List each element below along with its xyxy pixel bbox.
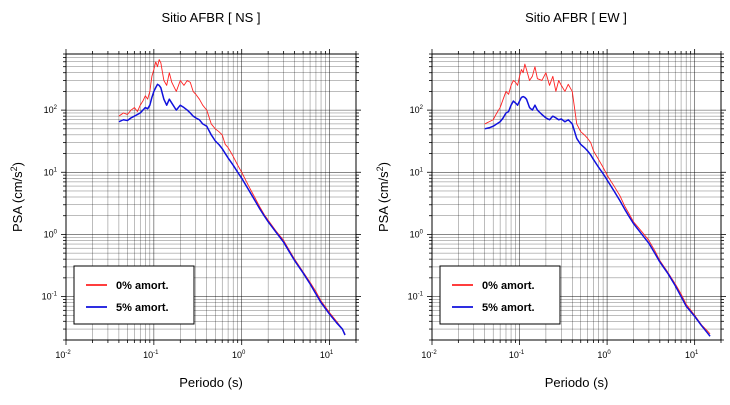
x-tick-label-base: 10 bbox=[143, 350, 153, 360]
x-axis-label: Periodo (s) bbox=[179, 375, 243, 390]
ticks bbox=[427, 49, 726, 345]
y-tick-label: 10-1 bbox=[42, 292, 58, 302]
chart-panel: Sitio AFBR [ NS ]10-2 10-1 100 10110-110010… bbox=[9, 10, 361, 390]
y-tick-label-exp: 0 bbox=[420, 229, 424, 235]
y-axis-label-exp: 2 bbox=[9, 166, 19, 171]
x-tick-label: 100 bbox=[597, 350, 611, 360]
y-tick-label-base: 10 bbox=[44, 167, 54, 177]
legend-label: 0% amort. bbox=[116, 280, 169, 292]
grid bbox=[431, 53, 722, 341]
y-axis-label-text: PSA (cm/s bbox=[376, 171, 391, 232]
y-tick-label-base: 10 bbox=[410, 167, 420, 177]
legend-box bbox=[73, 265, 195, 325]
ticks bbox=[61, 49, 361, 345]
x-tick-label-base: 10 bbox=[597, 350, 607, 360]
x-tick-label-exp: 0 bbox=[607, 350, 611, 356]
x-tick-label-exp: -2 bbox=[431, 350, 437, 356]
series-line-0pct bbox=[118, 59, 346, 335]
y-tick-label-base: 10 bbox=[408, 292, 418, 302]
x-tick-label-exp: -2 bbox=[65, 350, 71, 356]
y-tick-label-exp: -1 bbox=[418, 292, 424, 298]
y-tick-label-base: 10 bbox=[42, 292, 52, 302]
x-tick-label-exp: -1 bbox=[519, 350, 525, 356]
y-axis-label-exp: 2 bbox=[375, 166, 385, 171]
legend-label: 5% amort. bbox=[482, 302, 535, 314]
y-tick-label-exp: -1 bbox=[52, 292, 58, 298]
x-tick-label-exp: 1 bbox=[695, 350, 699, 356]
y-tick-label-exp: 1 bbox=[420, 167, 424, 173]
chart-title: Sitio AFBR [ NS ] bbox=[162, 10, 261, 25]
x-tick-label: 101 bbox=[320, 350, 334, 360]
series-line-0pct bbox=[484, 63, 711, 335]
y-tick-label: 100 bbox=[44, 229, 58, 239]
y-axis-label: PSA (cm/s2) bbox=[9, 162, 25, 232]
y-tick-label-base: 10 bbox=[410, 229, 420, 239]
series-line-5pct bbox=[118, 83, 346, 336]
series-line-5pct bbox=[484, 95, 711, 337]
x-tick-label-base: 10 bbox=[421, 350, 431, 360]
y-axis-label-text: PSA (cm/s bbox=[10, 171, 25, 232]
x-tick-label-base: 10 bbox=[320, 350, 330, 360]
y-tick-label-base: 10 bbox=[410, 105, 420, 115]
legend: 0% amort. 5% amort. bbox=[73, 265, 195, 325]
x-tick-label: 101 bbox=[685, 350, 699, 360]
y-tick-label-base: 10 bbox=[44, 229, 54, 239]
y-axis-label-end: ) bbox=[10, 162, 25, 166]
y-tick-label-base: 10 bbox=[44, 105, 54, 115]
x-tick-label-exp: -1 bbox=[153, 350, 159, 356]
legend-label: 5% amort. bbox=[116, 302, 169, 314]
x-tick-label: 10-2 bbox=[55, 350, 71, 360]
x-tick-label-exp: 0 bbox=[242, 350, 246, 356]
y-tick-label-exp: 2 bbox=[420, 105, 424, 111]
y-tick-label-exp: 0 bbox=[54, 229, 58, 235]
series-group bbox=[484, 63, 711, 337]
y-axis-label: PSA (cm/s2) bbox=[375, 162, 391, 232]
legend-label: 0% amort. bbox=[482, 280, 535, 292]
y-tick-label: 101 bbox=[410, 167, 424, 177]
y-tick-label-exp: 1 bbox=[54, 167, 58, 173]
x-axis-label: Periodo (s) bbox=[545, 375, 609, 390]
y-axis-label-end: ) bbox=[376, 162, 391, 166]
legend-box bbox=[439, 265, 561, 325]
x-tick-label-base: 10 bbox=[509, 350, 519, 360]
y-tick-label: 10-1 bbox=[408, 292, 424, 302]
x-tick-label-exp: 1 bbox=[330, 350, 334, 356]
y-tick-label: 101 bbox=[44, 167, 58, 177]
x-tick-label-base: 10 bbox=[55, 350, 65, 360]
x-tick-label-base: 10 bbox=[685, 350, 695, 360]
y-tick-label: 100 bbox=[410, 229, 424, 239]
x-tick-label: 10-1 bbox=[509, 350, 525, 360]
x-tick-label: 100 bbox=[232, 350, 246, 360]
series-group bbox=[118, 59, 346, 336]
chart-panel: Sitio AFBR [ EW ]10-2 10-1 100 10110-110010… bbox=[375, 10, 726, 390]
chart-title: Sitio AFBR [ EW ] bbox=[525, 10, 627, 25]
x-tick-label: 10-2 bbox=[421, 350, 437, 360]
legend: 0% amort. 5% amort. bbox=[439, 265, 561, 325]
x-tick-label: 10-1 bbox=[143, 350, 159, 360]
x-tick-label-base: 10 bbox=[232, 350, 242, 360]
y-tick-label: 102 bbox=[44, 105, 58, 115]
y-tick-label-exp: 2 bbox=[54, 105, 58, 111]
y-tick-label: 102 bbox=[410, 105, 424, 115]
